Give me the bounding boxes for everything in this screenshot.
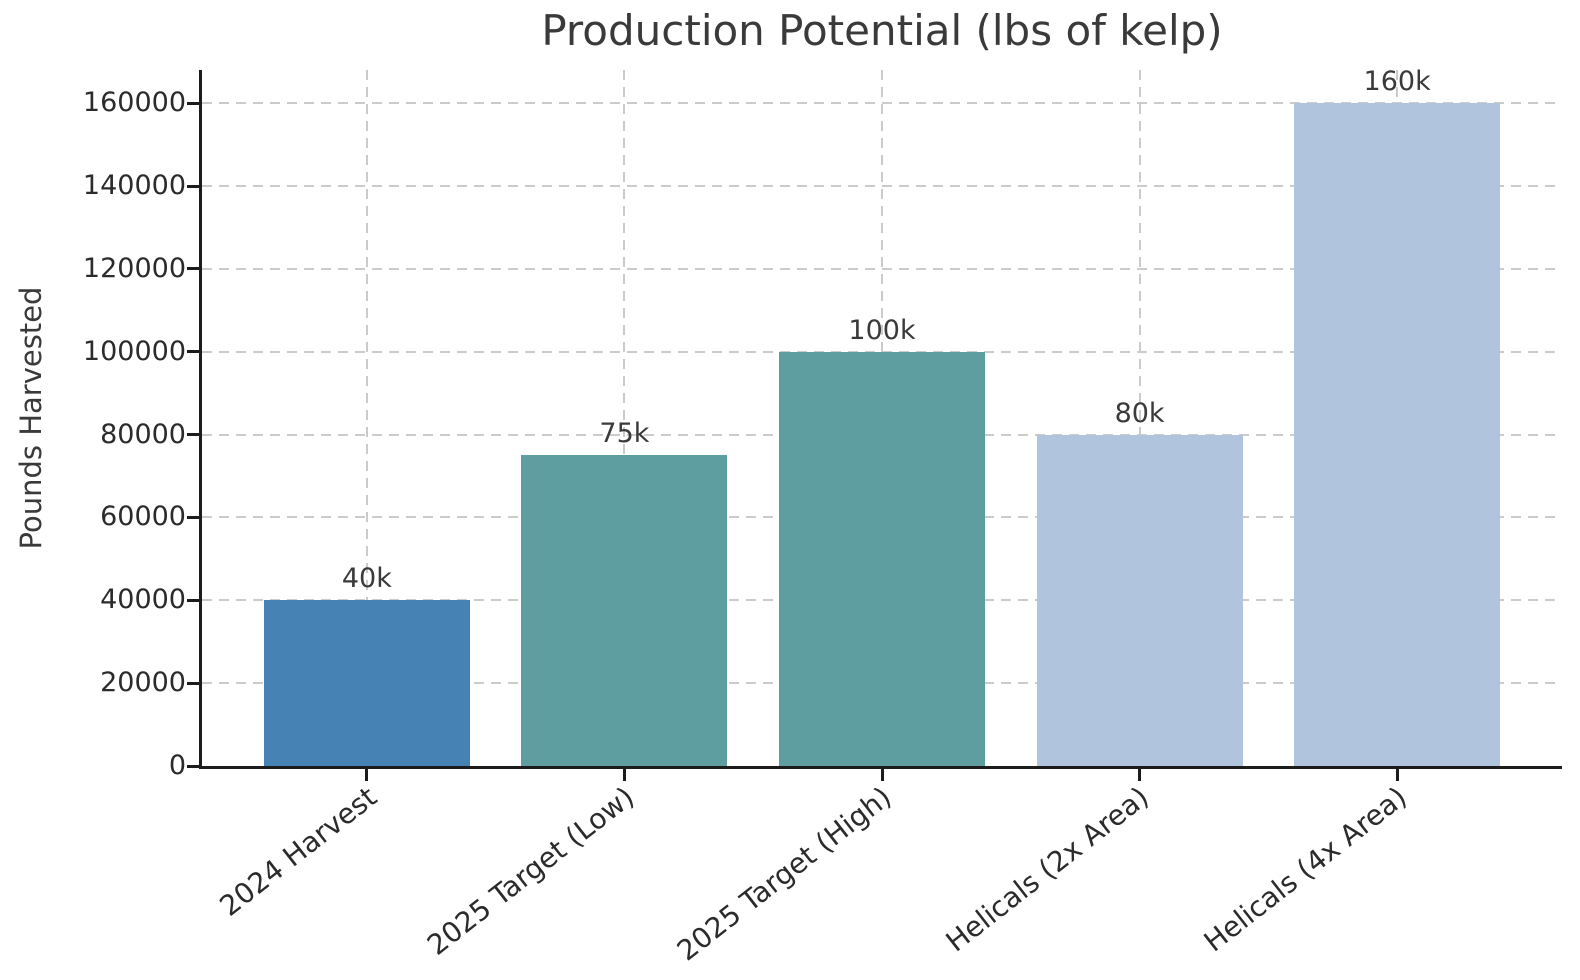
y-axis-tick (187, 515, 199, 519)
y-tick-label: 40000 (100, 584, 186, 616)
x-tick-label: Helicals (4x Area) (1197, 780, 1413, 959)
bar (521, 455, 728, 766)
x-axis-tick (622, 769, 626, 781)
y-axis-tick (187, 267, 199, 271)
y-axis-tick (187, 101, 199, 105)
x-axis-tick (1138, 769, 1142, 781)
bar-value-label: 80k (1114, 397, 1165, 429)
y-axis-tick (187, 598, 199, 602)
chart-title: Production Potential (lbs of kelp) (541, 6, 1223, 55)
bar-value-label: 40k (341, 563, 392, 595)
y-tick-label: 100000 (82, 335, 186, 367)
x-tick-label: 2025 Target (High) (671, 780, 898, 968)
y-tick-label: 160000 (82, 87, 186, 119)
y-tick-label: 140000 (82, 170, 186, 201)
y-axis-tick (187, 184, 199, 188)
bar-value-label: 100k (848, 314, 916, 346)
bar (779, 351, 985, 766)
y-axis-tick (187, 764, 199, 768)
gridline-vertical (1138, 70, 1141, 766)
y-axis-tick (187, 433, 199, 437)
gridline-vertical (365, 70, 368, 766)
x-axis-tick (880, 769, 884, 781)
bar-value-label: 160k (1363, 66, 1431, 98)
y-axis-tick (187, 681, 199, 685)
y-tick-label: 20000 (100, 667, 186, 699)
bar (1294, 103, 1501, 766)
plot-area: 40k 75k 100k 80k 160k (187, 66, 1562, 781)
bar (1036, 434, 1243, 766)
x-axis-tick (365, 769, 369, 781)
y-axis-tick (187, 350, 199, 354)
x-tick-label: Helicals (2x Area) (940, 780, 1156, 959)
y-tick-label: 0 (168, 750, 186, 781)
x-tick-label: 2024 Harvest (213, 780, 383, 923)
y-tick-label: 120000 (82, 252, 186, 284)
x-axis-tick (1395, 769, 1399, 781)
y-tick-label: 80000 (100, 418, 186, 450)
y-tick-label: 60000 (100, 501, 186, 533)
gridline-vertical (623, 70, 626, 766)
bar (263, 600, 470, 766)
bar-value-label: 75k (599, 418, 650, 450)
x-tick-label: 2025 Target (Low) (420, 780, 641, 962)
